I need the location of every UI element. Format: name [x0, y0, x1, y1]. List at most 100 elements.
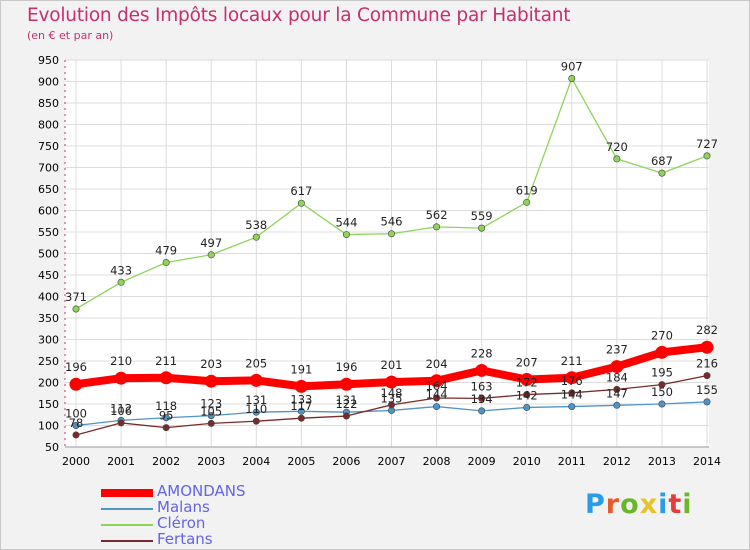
data-label-fertans: 163: [471, 379, 493, 393]
x-tick-label: 2004: [242, 455, 270, 468]
data-label-amondans: 205: [245, 356, 267, 370]
y-tick-label: 600: [38, 205, 59, 218]
proxiti-logo: Proxiti: [585, 489, 693, 520]
series-point-cléron: [478, 224, 486, 232]
legend-swatch: [101, 524, 153, 526]
x-tick-label: 2012: [603, 455, 631, 468]
logo-letter: t: [668, 489, 683, 520]
data-label-fertans: 148: [381, 386, 403, 400]
data-label-amondans: 204: [426, 357, 448, 371]
data-label-amondans: 210: [110, 354, 132, 368]
data-label-amondans: 201: [381, 358, 403, 372]
y-tick-label: 150: [38, 398, 59, 411]
data-label-cléron: 907: [561, 59, 583, 73]
legend-item-cléron: Cléron: [101, 514, 361, 533]
series-point-fertans: [523, 391, 531, 399]
series-point-amondans: [430, 374, 444, 388]
data-label-amondans: 203: [200, 357, 222, 371]
data-label-malans: 134: [471, 392, 493, 406]
legend-label: Fertans: [157, 530, 213, 548]
series-point-fertans: [658, 381, 666, 389]
logo-letter: r: [605, 489, 621, 520]
series-point-cléron: [613, 155, 621, 163]
x-tick-label: 2007: [378, 455, 406, 468]
series-point-fertans: [72, 431, 80, 439]
data-label-malans: 100: [65, 407, 87, 421]
y-tick-label: 850: [38, 97, 59, 110]
x-tick-label: 2008: [423, 455, 451, 468]
series-point-fertans: [342, 412, 350, 420]
series-point-amondans: [204, 374, 218, 388]
series-point-malans: [613, 401, 621, 409]
series-point-fertans: [478, 394, 486, 402]
legend-swatch: [101, 489, 153, 497]
series-point-cléron: [568, 74, 576, 82]
y-tick-label: 50: [45, 441, 59, 454]
data-label-fertans: 184: [606, 370, 628, 384]
legend-label: AMONDANS: [157, 482, 246, 500]
y-tick-label: 950: [38, 54, 59, 67]
series-point-amondans: [339, 377, 353, 391]
series-point-fertans: [117, 419, 125, 427]
y-tick-label: 900: [38, 76, 59, 89]
data-label-fertans: 164: [426, 379, 448, 393]
series-point-fertans: [207, 419, 215, 427]
data-label-fertans: 195: [651, 366, 673, 380]
series-point-malans: [297, 407, 305, 415]
logo-letter: x: [639, 489, 659, 520]
data-label-cléron: 479: [155, 244, 177, 258]
series-point-fertans: [252, 417, 260, 425]
data-label-malans: 112: [110, 401, 132, 415]
series-point-cléron: [433, 223, 441, 231]
series-point-amondans: [610, 360, 624, 374]
data-label-malans: 150: [651, 385, 673, 399]
x-tick-label: 2009: [468, 455, 496, 468]
chart-subtitle: (en € et par an): [27, 29, 114, 42]
logo-letter: i: [658, 489, 669, 520]
y-tick-label: 500: [38, 248, 59, 261]
data-label-amondans: 211: [561, 354, 583, 368]
y-tick-label: 550: [38, 226, 59, 239]
data-label-amondans: 282: [696, 323, 718, 337]
y-tick-label: 350: [38, 312, 59, 325]
series-point-fertans: [297, 414, 305, 422]
data-label-amondans: 228: [471, 346, 493, 360]
data-label-fertans: 176: [561, 374, 583, 388]
series-point-cléron: [72, 305, 80, 313]
logo-letter: o: [620, 489, 640, 520]
series-point-fertans: [433, 394, 441, 402]
series-point-amondans: [385, 375, 398, 389]
x-tick-label: 2001: [107, 455, 135, 468]
data-label-malans: 144: [426, 388, 448, 402]
legend-swatch: [101, 508, 153, 510]
data-label-cléron: 433: [110, 263, 132, 277]
chart-title: Evolution des Impôts locaux pour la Comm…: [27, 5, 571, 26]
series-point-cléron: [297, 199, 305, 207]
legend-item-malans: Malans: [101, 498, 361, 517]
series-point-fertans: [613, 385, 621, 393]
logo-letter: i: [682, 489, 693, 520]
y-tick-label: 650: [38, 183, 59, 196]
data-label-malans: 131: [245, 393, 267, 407]
data-label-cléron: 559: [471, 209, 493, 223]
y-tick-label: 300: [38, 334, 59, 347]
legend-item-fertans: Fertans: [101, 530, 361, 549]
series-point-malans: [207, 412, 215, 420]
series-point-cléron: [658, 169, 666, 177]
logo-letter: P: [585, 489, 606, 520]
y-tick-label: 100: [38, 420, 59, 433]
x-tick-label: 2002: [152, 455, 180, 468]
data-label-amondans: 237: [606, 343, 628, 357]
x-tick-label: 2010: [513, 455, 541, 468]
data-label-cléron: 538: [245, 218, 267, 232]
legend-item-amondans: AMONDANS: [101, 482, 361, 501]
data-label-fertans: 105: [200, 404, 222, 418]
series-point-amondans: [700, 340, 714, 354]
series-point-amondans: [159, 371, 173, 385]
x-tick-label: 2003: [197, 455, 225, 468]
y-tick-label: 700: [38, 162, 59, 175]
data-label-cléron: 727: [696, 137, 718, 151]
data-label-fertans: 110: [245, 402, 267, 416]
y-tick-label: 250: [38, 355, 59, 368]
